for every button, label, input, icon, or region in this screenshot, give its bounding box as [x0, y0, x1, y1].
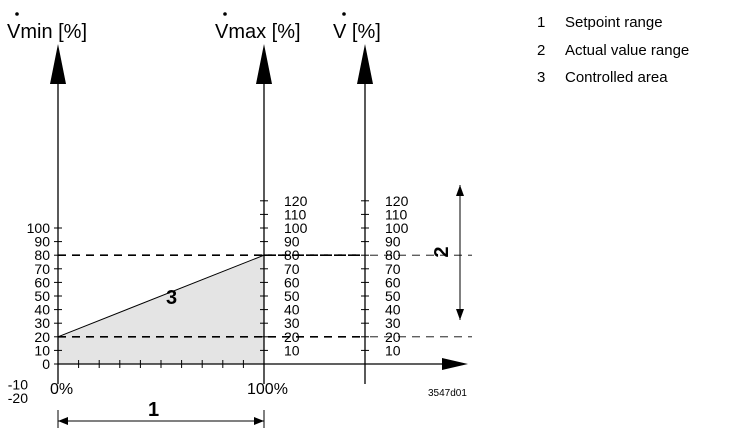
legend-num-3: 3 — [537, 69, 545, 86]
v-tick-label: 10 — [385, 342, 401, 358]
vmin-tick-label: -20 — [8, 390, 28, 406]
vmax-tick-label: 80 — [284, 247, 300, 263]
vmin-tick-label: -10 — [8, 377, 28, 393]
vmax-tick-label: 50 — [284, 288, 300, 304]
v-tick-label: 100 — [385, 220, 409, 236]
vmax-tick-label: 100 — [284, 220, 308, 236]
vmin-tick-label: 80 — [34, 247, 50, 263]
v-tick-label: 70 — [385, 261, 401, 277]
setpoint-range-marker: 1 — [148, 399, 159, 421]
vmin-tick-label: 20 — [34, 329, 50, 345]
vmin-tick-label: 0 — [42, 356, 50, 372]
vmin-tick-label: 60 — [34, 274, 50, 290]
v-tick-label: 120 — [385, 193, 409, 209]
vmin-tick-label: 30 — [34, 315, 50, 331]
vmin-tick-label: 70 — [34, 261, 50, 277]
legend-num-1: 1 — [537, 14, 545, 31]
v-arrow-icon — [357, 44, 373, 84]
vmax-tick-label: 90 — [284, 234, 300, 250]
x-end-label: 100% — [247, 381, 288, 398]
vmin-tick-label: 10 — [34, 342, 50, 358]
legend-text-2: Actual value range — [565, 42, 689, 59]
vmax-tick-label: 70 — [284, 261, 300, 277]
v-tick-label: 90 — [385, 234, 401, 250]
v-tick-label: 60 — [385, 274, 401, 290]
vmax-arrow-icon — [256, 44, 272, 84]
vmax-tick-label: 110 — [284, 206, 307, 222]
v-tick-label: 20 — [385, 329, 401, 345]
vmin-tick-label: 50 — [34, 288, 50, 304]
controlled-area-fill — [58, 255, 264, 364]
legend-num-2: 2 — [537, 42, 545, 59]
v-tick-label: 30 — [385, 315, 401, 331]
v-tick-label: 80 — [385, 247, 401, 263]
controlled-area-marker: 3 — [166, 287, 177, 309]
v-axis-label: V [%] — [333, 21, 381, 43]
vmin-vmax-slope-line — [57, 254, 265, 338]
vmin-tick-label: 40 — [34, 302, 50, 318]
figure-id: 3547d01 — [428, 388, 467, 399]
vmax-tick-label: 120 — [284, 193, 308, 209]
vmax-tick-label: 30 — [284, 315, 300, 331]
legend-text-3: Controlled area — [565, 69, 668, 86]
v-tick-label: 110 — [385, 206, 408, 222]
vmin-axis-label: Vmin [%] — [7, 21, 87, 43]
setpoint-range-dimension — [57, 410, 265, 428]
vmin-dot-icon — [15, 12, 19, 16]
vmin-tick-label: 100 — [27, 220, 51, 236]
v-tick-label: 40 — [385, 302, 401, 318]
vmax-dot-icon — [223, 12, 227, 16]
vmax-tick-label: 40 — [284, 302, 300, 318]
actual-range-marker: 2 — [431, 246, 453, 257]
x-axis — [58, 358, 468, 370]
dashed-guides — [58, 254, 472, 338]
vmax-tick-label: 10 — [284, 342, 300, 358]
actual-range-dimension — [456, 185, 464, 320]
v-tick-label: 50 — [385, 288, 401, 304]
vmin-arrow-icon — [50, 44, 66, 84]
legend-text-1: Setpoint range — [565, 14, 663, 31]
v-dot-icon — [342, 12, 346, 16]
x-start-label: 0% — [50, 381, 73, 398]
legend: 1 Setpoint range 2 Actual value range 3 … — [537, 14, 689, 86]
vmax-tick-label: 60 — [284, 274, 300, 290]
vmax-axis-label: Vmax [%] — [215, 21, 301, 43]
vmin-tick-label: 90 — [34, 234, 50, 250]
vmax-tick-label: 20 — [284, 329, 300, 345]
x-arrow-icon — [442, 358, 468, 370]
